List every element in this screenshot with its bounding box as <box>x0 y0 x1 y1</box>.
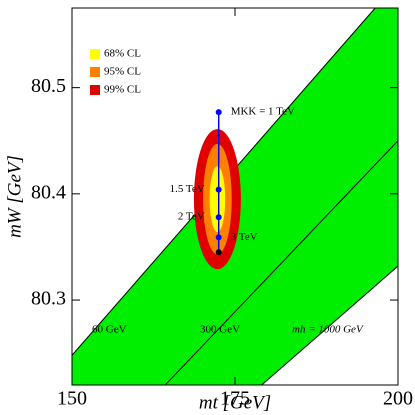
y-tick-label: 80.3 <box>31 288 66 310</box>
line <box>164 140 398 385</box>
plot <box>72 8 398 385</box>
kk-label: 3 TeV <box>231 231 258 243</box>
legend-swatch <box>90 49 100 59</box>
x-axis-label: mt [GeV] <box>199 392 271 413</box>
kk-label: MKK = 1 TeV <box>231 106 295 118</box>
kk-point <box>215 214 222 221</box>
x-tick-label: 175 <box>220 388 250 410</box>
x-tick-label: 150 <box>57 388 87 410</box>
line <box>261 265 398 385</box>
legend-label: 95% CL <box>104 66 141 78</box>
line-label: 60 GeV <box>92 324 127 336</box>
y-axis-label: mW [GeV] <box>4 155 25 238</box>
kk-point <box>215 249 222 256</box>
line-label: 300 GeV <box>200 324 240 336</box>
legend-swatch <box>90 67 100 77</box>
y-tick-label: 80.5 <box>31 75 66 97</box>
legend-label: 68% CL <box>104 48 141 60</box>
kk-label: 1.5 TeV <box>170 183 205 195</box>
line-label: mh = 1000 GeV <box>292 324 364 336</box>
y-tick-label: 80.4 <box>31 181 66 203</box>
kk-label: 2 TeV <box>178 211 205 223</box>
legend-label: 99% CL <box>104 84 141 96</box>
cl-ellipse <box>209 166 226 233</box>
kk-point <box>215 186 222 193</box>
x-tick-label: 200 <box>383 388 413 410</box>
legend-swatch <box>90 85 100 95</box>
kk-point <box>215 109 222 116</box>
kk-point <box>215 234 222 241</box>
